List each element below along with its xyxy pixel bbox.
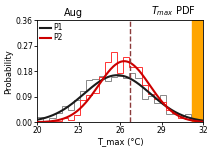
- P1: [116, 74, 119, 76]
- P2: [202, 121, 204, 123]
- P1: [36, 119, 38, 121]
- P2: [56, 119, 58, 121]
- Text: $T_{max}$ PDF: $T_{max}$ PDF: [151, 4, 195, 18]
- P1: [102, 79, 104, 80]
- Bar: [192, 20, 210, 122]
- X-axis label: T_max (°C): T_max (°C): [97, 137, 143, 146]
- P1: [56, 112, 58, 114]
- P1: [90, 87, 92, 89]
- P1: [157, 99, 159, 101]
- P1: [202, 120, 204, 122]
- P1: [141, 86, 143, 87]
- P2: [157, 96, 159, 98]
- P2: [90, 95, 92, 97]
- Line: P1: P1: [37, 75, 203, 121]
- P2: [141, 73, 143, 75]
- P2: [123, 60, 125, 62]
- Y-axis label: Probability: Probability: [4, 49, 13, 94]
- P2: [36, 121, 38, 123]
- P2: [156, 95, 159, 97]
- Legend: P1, P2: P1, P2: [39, 22, 63, 43]
- Text: Aug: Aug: [64, 8, 83, 18]
- P2: [102, 78, 104, 80]
- P1: [156, 99, 159, 100]
- Line: P2: P2: [37, 61, 203, 122]
